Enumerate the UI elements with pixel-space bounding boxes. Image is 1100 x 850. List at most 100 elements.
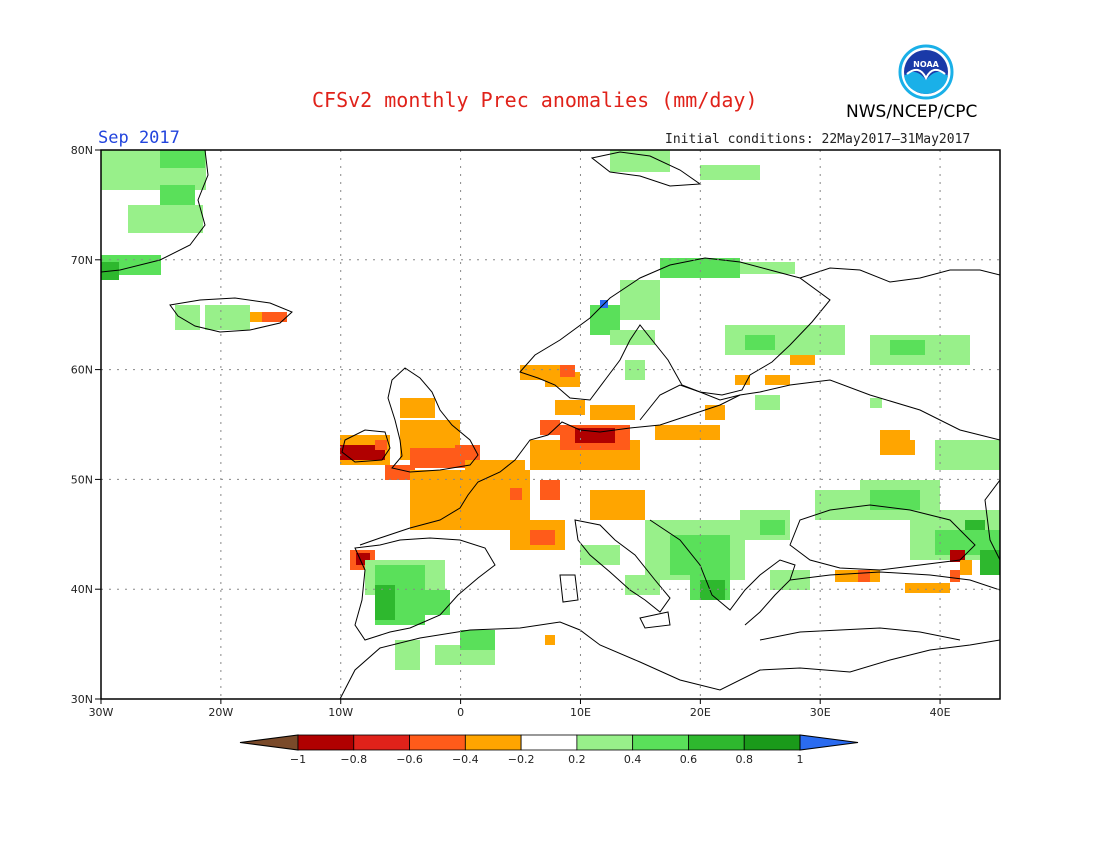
- colorbar-segment: [576, 734, 634, 751]
- colorbar-right-arrow: [799, 734, 859, 751]
- lon-label: 10W: [328, 706, 353, 719]
- anomaly-cell: [735, 375, 750, 385]
- anomaly-cell: [465, 460, 525, 475]
- lat-label: 40N: [71, 583, 93, 596]
- anomaly-cell: [950, 570, 960, 582]
- anomaly-cell: [790, 355, 815, 365]
- colorbar-tick-label: −0.4: [452, 753, 479, 766]
- anomaly-cell: [262, 312, 287, 322]
- anomaly-cells: [101, 150, 1000, 670]
- anomaly-cell: [545, 635, 555, 645]
- anomaly-cell: [625, 360, 645, 380]
- colorbar-segment: [632, 734, 689, 751]
- lat-label: 70N: [71, 254, 93, 267]
- colorbar-segment: [353, 734, 410, 751]
- lon-label: 10E: [570, 706, 591, 719]
- longitude-labels: 30W 20W 10W 0 10E 20E 30E 40E: [89, 699, 951, 719]
- lon-label: 20W: [208, 706, 233, 719]
- anomaly-cell: [590, 405, 635, 420]
- anomaly-cell: [420, 590, 450, 615]
- map-title: CFSv2 monthly Prec anomalies (mm/day): [312, 88, 758, 112]
- anomaly-cell: [740, 262, 795, 274]
- anomaly-cell: [400, 398, 435, 418]
- colorbar-segment: [409, 734, 466, 751]
- anomaly-cell: [905, 583, 950, 593]
- noaa-logo: NOAA: [898, 44, 954, 100]
- anomaly-cell: [858, 570, 870, 582]
- colorbar-tick-label: −0.6: [396, 753, 423, 766]
- anomaly-cell: [620, 280, 660, 320]
- anomaly-cell: [870, 398, 882, 408]
- anomaly-cell: [580, 545, 620, 565]
- graticule: [101, 150, 1000, 699]
- anomaly-cell: [765, 375, 790, 385]
- lon-label: 20E: [690, 706, 711, 719]
- map-frame: [100, 149, 1001, 700]
- colorbar-segment: [743, 734, 801, 751]
- colorbar-segment: [520, 734, 578, 751]
- anomaly-cell: [250, 312, 262, 322]
- anomaly-cell: [835, 570, 880, 582]
- anomaly-cell: [540, 480, 560, 500]
- anomaly-cell: [705, 405, 725, 420]
- colorbar-segment: [297, 734, 355, 751]
- colorbar-tick-label: 0.8: [735, 753, 753, 766]
- anomaly-cell: [745, 335, 775, 350]
- colorbar: −1 −0.8 −0.6 −0.4 −0.2 0.2 0.4 0.6 0.8 1: [239, 734, 859, 766]
- colorbar-tick-label: −0.2: [508, 753, 535, 766]
- anomaly-cell: [890, 340, 925, 355]
- anomaly-cell: [555, 400, 585, 415]
- anomaly-cell: [870, 490, 920, 510]
- agency-label: NWS/NCEP/CPC: [846, 102, 978, 122]
- anomaly-cell: [375, 440, 387, 450]
- lat-label: 80N: [71, 144, 93, 157]
- anomaly-cell: [655, 425, 720, 440]
- anomaly-cell: [590, 490, 645, 520]
- anomaly-cell: [960, 560, 972, 575]
- anomaly-cell: [610, 330, 655, 345]
- anomaly-cell: [935, 440, 1000, 470]
- colorbar-tick-label: 0.2: [568, 753, 586, 766]
- lat-label: 50N: [71, 473, 93, 486]
- lat-label: 60N: [71, 364, 93, 377]
- anomaly-cell: [410, 448, 465, 468]
- lon-label: 30W: [89, 706, 114, 719]
- lon-label: 40E: [930, 706, 951, 719]
- colorbar-tick-label: 0.6: [680, 753, 698, 766]
- anomaly-cell: [895, 440, 915, 455]
- forecast-month: Sep 2017: [98, 128, 180, 148]
- anomaly-cell: [700, 165, 760, 180]
- colorbar-tick-label: 1: [797, 753, 804, 766]
- anomaly-cell: [340, 445, 385, 460]
- colorbar-tick-label: 0.4: [624, 753, 642, 766]
- colorbar-segment: [688, 734, 745, 751]
- anomaly-cell: [560, 365, 575, 377]
- anomaly-cell: [725, 325, 845, 355]
- lon-label: 30E: [810, 706, 831, 719]
- anomaly-cell: [760, 520, 785, 535]
- anomaly-cell: [128, 205, 203, 233]
- anomaly-cell: [510, 488, 522, 500]
- colorbar-segment: [464, 734, 522, 751]
- colorbar-tick-label: −0.8: [340, 753, 367, 766]
- anomaly-cell: [160, 150, 205, 168]
- anomaly-cell: [610, 150, 670, 172]
- colorbar-tick-label: −1: [290, 753, 306, 766]
- colorbar-left-arrow: [239, 734, 299, 751]
- anomaly-cell: [965, 520, 985, 530]
- lat-label: 30N: [71, 693, 93, 706]
- anomaly-cell: [385, 465, 415, 480]
- logo-text: NOAA: [913, 60, 939, 69]
- coastlines: [101, 150, 1000, 699]
- anomaly-cell: [395, 640, 420, 670]
- anomaly-cell: [815, 490, 865, 520]
- anomaly-cell: [460, 630, 495, 650]
- anomaly-cell: [700, 580, 725, 600]
- lon-label: 0: [457, 706, 464, 719]
- anomaly-cell: [540, 420, 560, 435]
- anomaly-cell: [375, 585, 395, 620]
- anomaly-cell: [205, 305, 250, 330]
- initial-conditions: Initial conditions: 22May2017–31May2017: [665, 132, 971, 147]
- latitude-labels: 80N 70N 60N 50N 40N 30N: [71, 144, 101, 706]
